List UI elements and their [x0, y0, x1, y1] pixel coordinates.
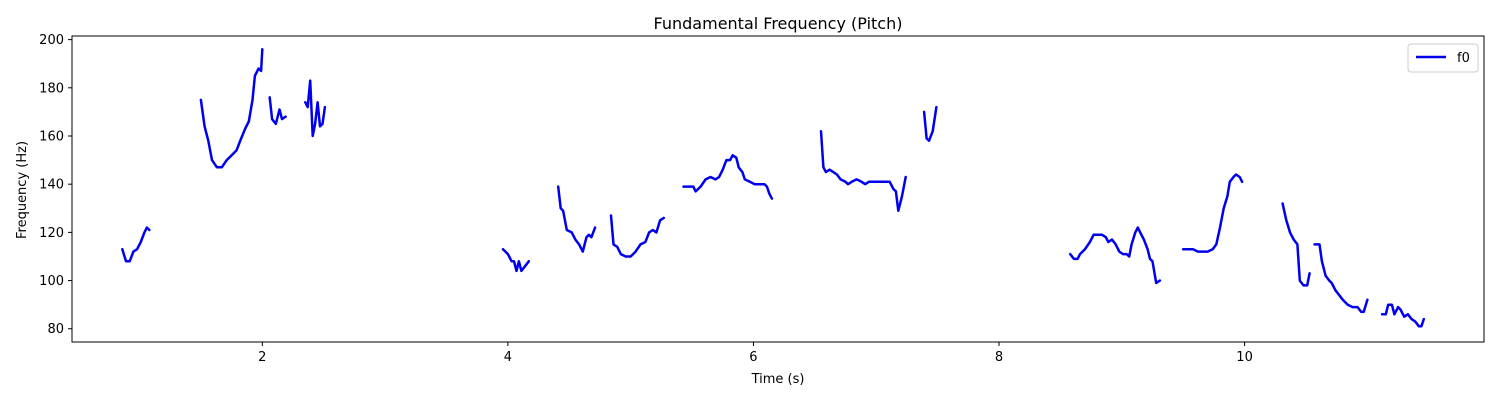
- legend-label-f0: f0: [1457, 51, 1470, 66]
- f0-line-segment: [121, 226, 151, 263]
- x-tick-label: 8: [995, 350, 1003, 365]
- y-tick-label: 120: [39, 226, 64, 241]
- y-tick-label: 200: [39, 33, 64, 48]
- f0-line-segment: [501, 247, 531, 273]
- y-axis-label: Frequency (Hz): [15, 141, 30, 239]
- f0-line-segment: [1068, 226, 1162, 285]
- f0-line-segment: [1281, 202, 1311, 287]
- x-axis: 2 4 6 8 10: [258, 342, 1253, 365]
- f0-line-segment: [819, 129, 907, 212]
- f0-line-segment: [682, 154, 774, 200]
- plot-frame: [71, 35, 1485, 343]
- f0-line-segment: [304, 79, 327, 138]
- y-tick-label: 140: [39, 178, 64, 193]
- x-tick-label: 2: [258, 350, 266, 365]
- x-axis-label: Time (s): [751, 372, 805, 387]
- f0-line-segment: [1380, 303, 1426, 328]
- f0-line-segment: [199, 48, 264, 169]
- chart-title: Fundamental Frequency (Pitch): [654, 14, 903, 33]
- x-tick-label: 10: [1236, 350, 1253, 365]
- f0-line-segment: [922, 105, 938, 143]
- y-axis: 80 100 120 140 160 180 200: [39, 33, 72, 337]
- series-layer: [121, 48, 1426, 328]
- y-tick-label: 100: [39, 274, 64, 289]
- y-tick-label: 160: [39, 129, 64, 144]
- y-tick-label: 80: [47, 322, 64, 337]
- y-tick-label: 180: [39, 81, 64, 96]
- f0-line-segment: [609, 214, 666, 258]
- x-tick-label: 6: [749, 350, 757, 365]
- legend: f0: [1407, 43, 1479, 73]
- f0-line-segment: [268, 96, 287, 126]
- f0-line-segment: [556, 185, 597, 253]
- x-tick-label: 4: [504, 350, 512, 365]
- f0-line-segment: [1181, 173, 1244, 253]
- f0-line-segment: [1313, 243, 1369, 314]
